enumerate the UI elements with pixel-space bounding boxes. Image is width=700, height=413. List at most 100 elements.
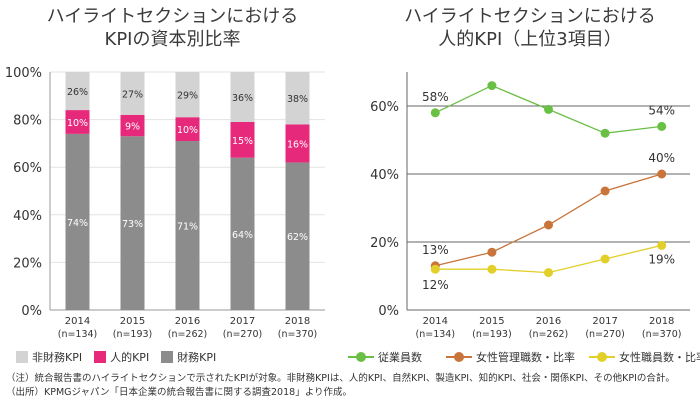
y-tick-label: 20% [13,256,42,271]
point-label: 40% [648,151,675,165]
bar-segment [230,72,255,122]
legend-item: 女性管理職数・比率 [446,349,575,365]
bar-segment [120,114,145,137]
point-label: 19% [648,252,675,266]
data-point [544,104,553,114]
bar-value-label: 9% [125,122,140,133]
data-point [430,108,440,118]
legend-item: 従業員数 [348,349,422,365]
x-tick-label: 2016 [175,316,200,327]
bar-segment [285,162,310,310]
bar-value-label: 10% [67,118,88,129]
bar-segment [175,72,200,118]
right-title-line-1: ハイライトセクションにおける [404,6,656,27]
data-point [544,220,553,230]
data-point [600,186,610,196]
legend-label: 財務KPI [177,351,217,364]
bar-value-label: 36% [232,93,253,104]
data-point [600,254,610,264]
data-point [657,240,667,250]
x-tick-sublabel: (n=370) [278,329,318,340]
x-tick-label: 2015 [120,316,145,327]
bar-value-label: 15% [232,136,253,147]
bar-segment [230,121,255,158]
legend-line-swatch [589,351,615,363]
bar-segment [230,157,255,310]
line-chart: 0% 20% 40% 60% 2014 (n=134) 2015 (n=193) 2016 (n=… [370,72,690,340]
legend-label: 従業員数 [378,351,422,364]
bar-value-label: 38% [287,94,308,105]
data-point [430,264,440,274]
bar-value-label: 27% [122,89,143,100]
data-point [544,268,553,278]
bar-segment [65,72,90,111]
x-tick-sublabel: (n=370) [642,329,682,340]
left-title-line-1: ハイライトセクションにおける [46,6,299,27]
bar-segment [65,110,90,134]
stacked-bar-chart: 0% 20% 40% 60% 80% 100% 74% 10% 26% 2014 (n=134) 73… [5,66,325,340]
bar-value-label: 16% [287,139,308,150]
point-label: 58% [422,90,449,104]
x-tick-sublabel: (n=262) [168,329,208,340]
x-tick-label: 2014 [65,316,90,327]
bar-segment [175,117,200,142]
x-tick-label: 2015 [479,316,504,327]
x-tick-sublabel: (n=270) [223,329,263,340]
bar-segment [120,136,145,310]
x-tick-sublabel: (n=193) [472,329,512,340]
y-tick-label: 60% [370,100,399,115]
legend-label: 人的KPI [110,351,150,364]
bar-segment [285,72,310,125]
legend-line-swatch [348,351,374,363]
y-tick-label: 60% [13,161,42,176]
bar-value-label: 26% [67,87,88,98]
bar-segment [285,124,310,163]
bar-segment [175,141,200,310]
right-title-line-2: 人的KPI（上位3項目） [438,29,622,50]
x-tick-label: 2018 [649,316,674,327]
line-legend: 従業員数 女性管理職数・比率 女性職員数・比率 [348,349,700,365]
bar-value-label: 62% [287,232,308,243]
x-tick-sublabel: (n=134) [416,329,456,340]
point-label: 54% [648,103,675,117]
x-tick-label: 2017 [592,316,617,327]
note-line: （注）統合報告書のハイライトセクションで示されたKPIが対象。非財務KPIは、人… [6,373,675,384]
legend-label: 非財務KPI [32,351,83,364]
legend-item: 非財務KPI [16,349,82,365]
x-tick-sublabel: (n=134) [58,329,98,340]
bar-value-label: 73% [122,219,143,230]
legend-item: 人的KPI [94,349,149,365]
data-point [600,128,610,138]
legend-swatch [16,351,28,363]
data-point [487,81,497,91]
bar-segment [120,72,145,115]
source-line: （出所）KPMGジャパン「日本企業の統合報告書に関する調査2018」より作成。 [6,387,353,398]
bar-legend: 非財務KPI 人的KPI 財務KPI [16,349,228,365]
x-tick-label: 2018 [285,316,310,327]
series-line [435,173,662,267]
left-chart-title: ハイライトセクションにおける KPIの資本別比率 [0,5,345,51]
bar-value-label: 74% [67,218,88,229]
data-point [657,169,667,179]
legend-label: 女性管理職数・比率 [476,351,575,364]
legend-swatch [94,351,107,363]
legend-item: 女性職員数・比率 [589,349,700,365]
data-point [657,121,667,131]
legend-label: 女性職員数・比率 [619,351,700,364]
x-tick-sublabel: (n=193) [113,329,153,340]
bar-value-label: 29% [177,91,198,102]
legend-swatch [161,351,174,363]
x-tick-label: 2017 [230,316,255,327]
legend-line-swatch [446,351,472,363]
data-point [487,264,497,274]
y-tick-label: 0% [378,304,399,319]
x-tick-sublabel: (n=262) [529,329,569,340]
left-title-line-2: KPIの資本別比率 [104,29,241,50]
right-chart-title: ハイライトセクションにおける 人的KPI（上位3項目） [360,5,700,51]
point-label: 13% [422,243,449,257]
bar-value-label: 71% [177,222,198,233]
data-point [487,247,497,257]
y-tick-label: 40% [13,209,42,224]
y-tick-label: 0% [21,304,42,319]
